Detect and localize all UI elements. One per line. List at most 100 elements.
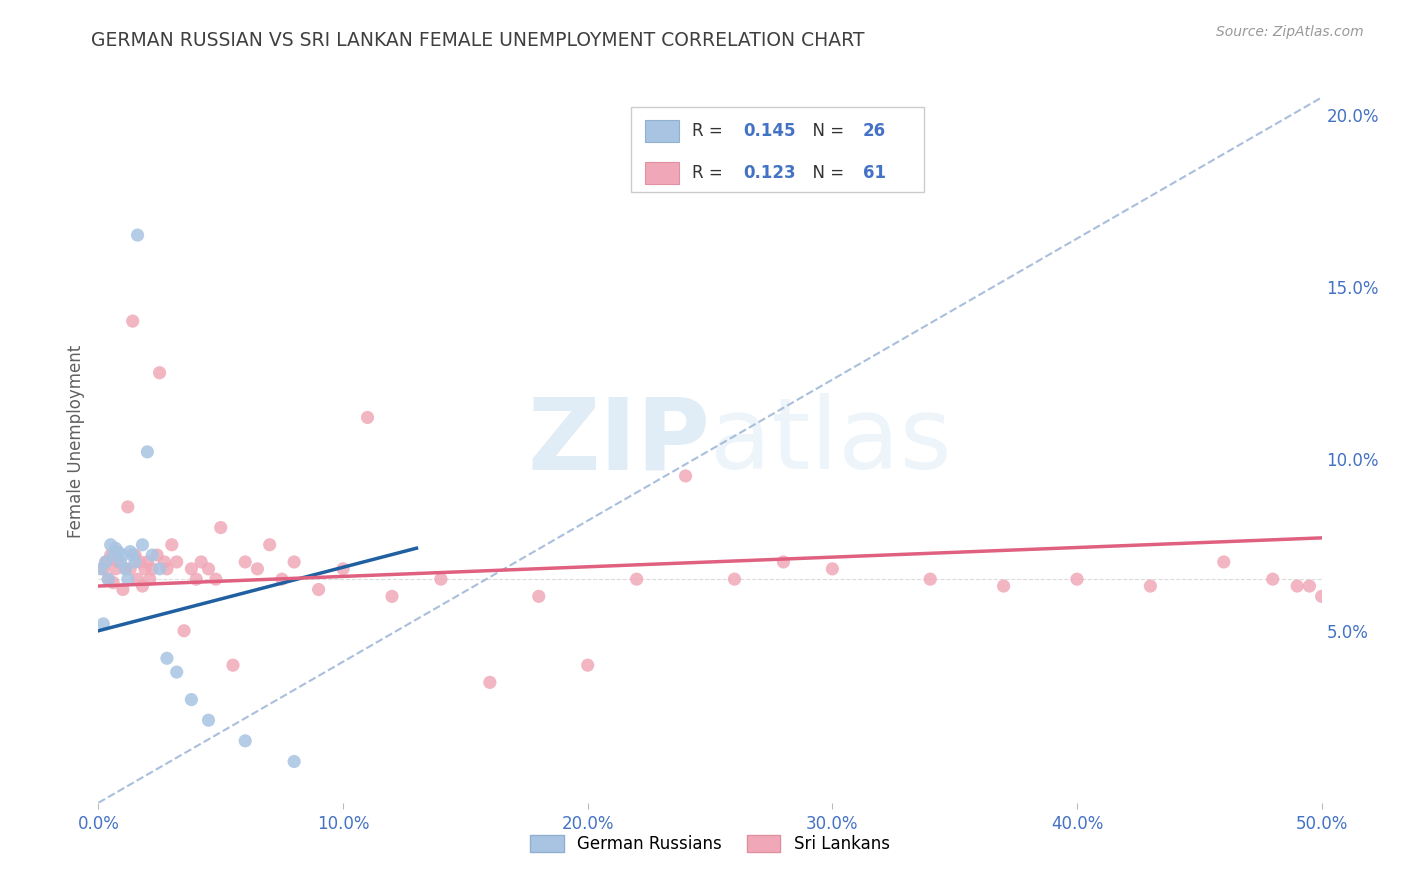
German Russians	[131, 538, 153, 552]
Sri Lankans	[166, 555, 188, 569]
Sri Lankans	[993, 579, 1015, 593]
Sri Lankans	[1298, 579, 1320, 593]
Text: 26: 26	[863, 122, 886, 140]
German Russians	[141, 548, 163, 562]
Sri Lankans	[114, 562, 136, 576]
Sri Lankans	[131, 579, 153, 593]
German Russians	[94, 555, 117, 569]
Sri Lankans	[186, 572, 208, 586]
Sri Lankans	[127, 572, 149, 586]
Sri Lankans	[821, 562, 844, 576]
Sri Lankans	[173, 624, 195, 638]
Sri Lankans	[920, 572, 942, 586]
Sri Lankans	[723, 572, 745, 586]
Sri Lankans	[100, 548, 122, 562]
Sri Lankans	[190, 555, 212, 569]
Sri Lankans	[222, 658, 245, 673]
Sri Lankans	[94, 555, 117, 569]
Sri Lankans	[259, 538, 281, 552]
German Russians	[111, 548, 134, 562]
German Russians	[101, 548, 124, 562]
Text: N =: N =	[801, 122, 849, 140]
Sri Lankans	[156, 562, 179, 576]
German Russians	[127, 228, 149, 243]
Sri Lankans	[283, 555, 305, 569]
Sri Lankans	[527, 590, 550, 604]
Sri Lankans	[101, 575, 124, 590]
German Russians	[117, 572, 139, 586]
Sri Lankans	[308, 582, 330, 597]
German Russians	[149, 562, 172, 576]
German Russians	[120, 544, 142, 558]
Sri Lankans	[626, 572, 648, 586]
Text: ZIP: ZIP	[527, 393, 710, 490]
German Russians	[124, 555, 146, 569]
Sri Lankans	[129, 555, 152, 569]
Sri Lankans	[356, 410, 378, 425]
German Russians	[283, 755, 305, 769]
Sri Lankans	[97, 572, 120, 586]
Sri Lankans	[233, 555, 256, 569]
Bar	[645, 120, 679, 142]
German Russians	[97, 572, 120, 586]
German Russians	[136, 445, 159, 459]
Text: 61: 61	[863, 164, 886, 182]
Sri Lankans	[381, 590, 404, 604]
Sri Lankans	[160, 538, 183, 552]
Sri Lankans	[124, 548, 146, 562]
German Russians	[104, 541, 127, 556]
German Russians	[180, 692, 202, 706]
Sri Lankans	[91, 562, 114, 576]
German Russians	[107, 544, 129, 558]
Bar	[645, 162, 679, 184]
Sri Lankans	[117, 500, 139, 514]
Sri Lankans	[180, 562, 202, 576]
Sri Lankans	[1310, 590, 1333, 604]
Sri Lankans	[107, 555, 129, 569]
German Russians	[90, 562, 112, 576]
Sri Lankans	[1066, 572, 1088, 586]
Sri Lankans	[120, 562, 142, 576]
Sri Lankans	[139, 572, 162, 586]
Sri Lankans	[772, 555, 794, 569]
Sri Lankans	[205, 572, 228, 586]
Text: 0.145: 0.145	[742, 122, 796, 140]
Sri Lankans	[1139, 579, 1161, 593]
German Russians	[166, 665, 188, 679]
Sri Lankans	[146, 548, 169, 562]
Sri Lankans	[149, 366, 172, 380]
Text: Source: ZipAtlas.com: Source: ZipAtlas.com	[1216, 25, 1364, 39]
Sri Lankans	[1212, 555, 1234, 569]
Sri Lankans	[1286, 579, 1309, 593]
Sri Lankans	[430, 572, 453, 586]
Sri Lankans	[121, 314, 143, 328]
Sri Lankans	[153, 555, 176, 569]
German Russians	[233, 734, 256, 748]
Sri Lankans	[197, 562, 219, 576]
Legend: German Russians, Sri Lankans: German Russians, Sri Lankans	[524, 828, 896, 860]
Sri Lankans	[1261, 572, 1284, 586]
Text: R =: R =	[692, 122, 728, 140]
Sri Lankans	[134, 562, 156, 576]
Bar	[630, 107, 924, 193]
Sri Lankans	[209, 520, 232, 534]
German Russians	[156, 651, 179, 665]
Text: atlas: atlas	[710, 393, 952, 490]
Sri Lankans	[576, 658, 599, 673]
Sri Lankans	[675, 469, 697, 483]
Sri Lankans	[141, 562, 163, 576]
Text: N =: N =	[801, 164, 849, 182]
Text: 0.123: 0.123	[742, 164, 796, 182]
German Russians	[197, 713, 219, 727]
German Russians	[100, 538, 122, 552]
Sri Lankans	[332, 562, 354, 576]
German Russians	[91, 616, 114, 631]
German Russians	[110, 555, 132, 569]
Text: R =: R =	[692, 164, 728, 182]
Sri Lankans	[111, 582, 134, 597]
German Russians	[121, 548, 143, 562]
Sri Lankans	[104, 562, 127, 576]
German Russians	[114, 562, 136, 576]
Text: GERMAN RUSSIAN VS SRI LANKAN FEMALE UNEMPLOYMENT CORRELATION CHART: GERMAN RUSSIAN VS SRI LANKAN FEMALE UNEM…	[91, 31, 865, 50]
Sri Lankans	[246, 562, 269, 576]
